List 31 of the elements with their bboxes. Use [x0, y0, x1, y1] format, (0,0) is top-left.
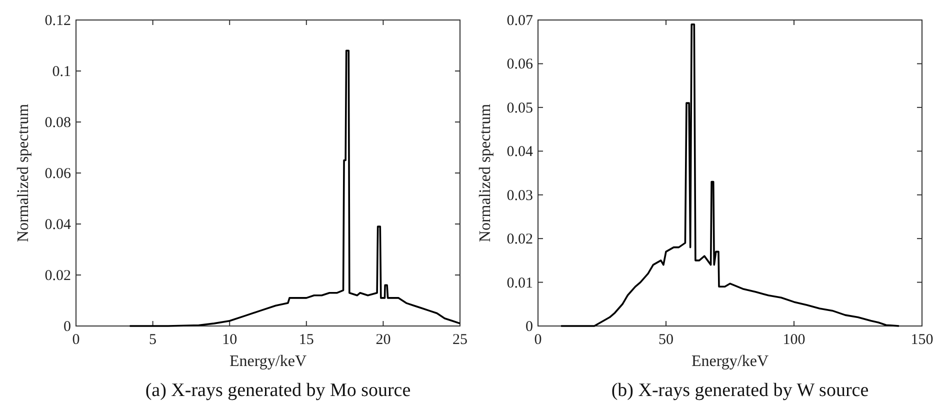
x-axis-title: Energy/keV: [691, 353, 769, 370]
line-series: [128, 50, 461, 327]
y-tick-label: 0.1: [52, 64, 71, 80]
x-tick-label: 10: [222, 332, 238, 348]
y-axis-title: Normalized spectrum: [477, 103, 494, 242]
y-tick-label: 0.04: [44, 217, 72, 233]
y-tick-label: 0.02: [44, 268, 71, 284]
y-tick-label: 0.05: [506, 100, 533, 116]
y-tick-label: 0.06: [506, 56, 534, 73]
y-tick-label: 0.02: [506, 232, 533, 248]
y-tick-label: 0.04: [506, 144, 534, 160]
y-tick-label: 0.01: [506, 275, 533, 292]
text: (a) X-rays generated by Mo source: [145, 380, 411, 401]
x-tick-label: 20: [376, 332, 391, 348]
y-tick-label: 0.07: [506, 13, 534, 29]
y-tick-label: 0.03: [506, 188, 533, 204]
text: (b) X-rays generated by W source: [611, 380, 869, 401]
x-tick-label: 100: [782, 332, 806, 348]
x-axis-title: Energy/keV: [229, 353, 307, 370]
y-tick-label: 0: [64, 319, 71, 335]
x-tick-label: 50: [658, 332, 674, 348]
y-tick-label: 0.06: [44, 166, 72, 182]
x-tick-label: 25: [452, 332, 468, 348]
x-tick-label: 150: [910, 332, 934, 348]
line-series: [560, 23, 900, 327]
y-tick-label: 0.12: [44, 13, 71, 29]
y-tick-label: 0: [526, 319, 533, 335]
y-axis-title: Normalized spectrum: [15, 103, 32, 242]
x-tick-label: 15: [298, 332, 314, 348]
y-tick-label: 0.08: [44, 115, 71, 131]
x-tick-label: 5: [149, 332, 157, 348]
